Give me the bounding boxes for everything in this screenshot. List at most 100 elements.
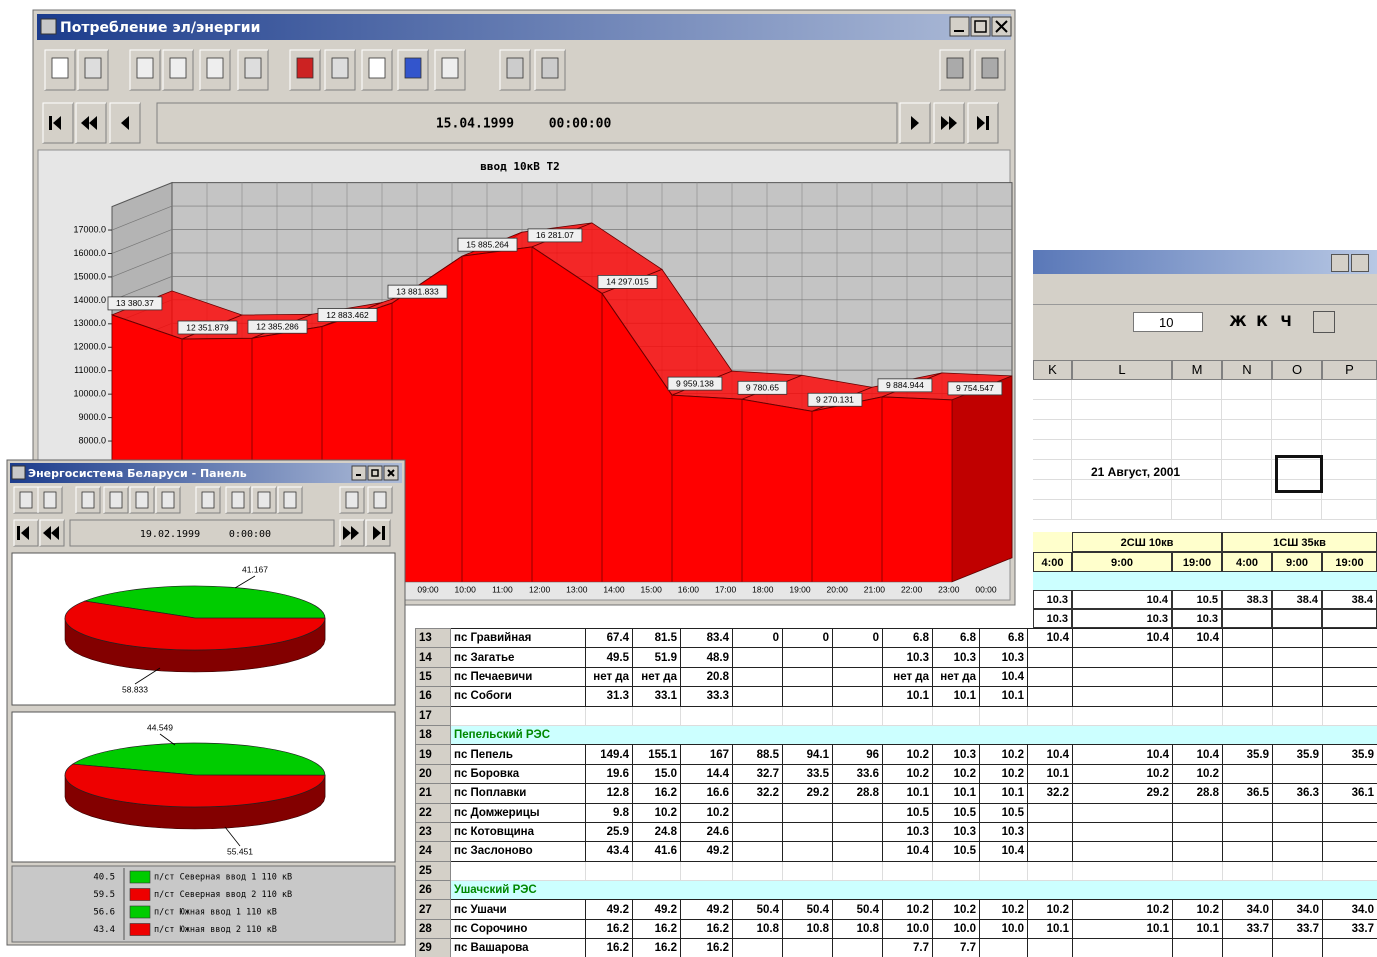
legend-label: п/ст Южная ввод 2 110 кВ xyxy=(154,925,277,935)
area-end xyxy=(952,376,1012,582)
button-icon xyxy=(284,492,296,508)
legend-swatch xyxy=(130,924,150,936)
y-tick-label: 17000.0 xyxy=(73,224,106,234)
button-icon xyxy=(245,58,261,78)
legend-value: 56.6 xyxy=(93,908,115,918)
data-label: 12 883.462 xyxy=(326,310,369,320)
window-button[interactable] xyxy=(950,17,969,36)
legend-swatch xyxy=(130,906,150,918)
floor-label: 22:00 xyxy=(901,584,923,594)
data-label: 14 297.015 xyxy=(606,277,649,287)
button-icon xyxy=(369,58,385,78)
y-tick-label: 16000.0 xyxy=(73,248,106,258)
date-text: 15.04.1999 xyxy=(436,117,514,132)
window-title: Потребление эл/энергии xyxy=(60,20,260,36)
slice-label: 55.451 xyxy=(227,846,253,856)
data-label: 9 754.547 xyxy=(956,383,994,393)
button-icon xyxy=(52,58,68,78)
legend-value: 40.5 xyxy=(93,873,115,883)
floor-label: 20:00 xyxy=(827,584,849,594)
data-label: 9 959.138 xyxy=(676,378,714,388)
button-icon xyxy=(232,492,244,508)
button-icon xyxy=(346,492,358,508)
floor-label: 11:00 xyxy=(492,584,513,594)
date-panel xyxy=(70,520,334,546)
data-label: 13 881.833 xyxy=(396,286,439,296)
legend-label: п/ст Южная ввод 1 110 кВ xyxy=(154,908,277,918)
button-icon xyxy=(258,492,270,508)
time-text: 0:00:00 xyxy=(229,529,271,540)
button-icon xyxy=(44,492,56,508)
floor-label: 16:00 xyxy=(678,584,700,594)
window-button[interactable] xyxy=(368,466,382,480)
button-icon xyxy=(207,58,223,78)
button-icon xyxy=(542,58,558,78)
y-tick-label: 10000.0 xyxy=(73,389,106,399)
data-label: 16 281.07 xyxy=(536,230,574,240)
legend-value: 43.4 xyxy=(93,925,115,935)
button-icon xyxy=(442,58,458,78)
button-icon xyxy=(170,58,186,78)
slice-label: 41.167 xyxy=(242,564,268,574)
nav-glyph xyxy=(17,526,20,540)
y-tick-label: 12000.0 xyxy=(73,342,106,352)
floor-label: 12:00 xyxy=(529,584,551,594)
window-button[interactable] xyxy=(971,17,990,36)
window-icon xyxy=(12,466,25,479)
time-text: 00:00:00 xyxy=(549,117,612,132)
button-icon xyxy=(110,492,122,508)
y-tick-label: 9000.0 xyxy=(78,412,106,422)
button-icon xyxy=(82,492,94,508)
data-label: 9 884.944 xyxy=(886,380,924,390)
floor-label: 14:00 xyxy=(603,584,625,594)
button-icon xyxy=(332,58,348,78)
floor-label: 17:00 xyxy=(715,584,737,594)
button-icon xyxy=(136,492,148,508)
data-label: 9 780.65 xyxy=(746,383,779,393)
button-icon xyxy=(85,58,101,78)
date-panel xyxy=(157,103,897,143)
window-button[interactable] xyxy=(352,466,366,480)
page: 10ЖКЧKLMNOP21 Август, 20012СШ 10кв1СШ 35… xyxy=(0,0,1377,957)
date-text: 19.02.1999 xyxy=(140,529,200,540)
floor-label: 21:00 xyxy=(864,584,886,594)
slice-label: 44.549 xyxy=(147,722,173,732)
floor-label: 18:00 xyxy=(752,584,774,594)
floor-label: 13:00 xyxy=(566,584,588,594)
button-icon xyxy=(374,492,386,508)
button-icon xyxy=(202,492,214,508)
data-label: 12 351.879 xyxy=(186,322,229,332)
nav-glyph xyxy=(382,526,385,540)
legend-swatch xyxy=(130,889,150,901)
slice-label: 58.833 xyxy=(122,684,148,694)
floor-label: 10:00 xyxy=(455,584,477,594)
floor-label: 19:00 xyxy=(789,584,811,594)
legend-value: 59.5 xyxy=(93,890,115,900)
legend-label: п/ст Северная ввод 2 110 кВ xyxy=(154,890,292,900)
data-label: 15 885.264 xyxy=(466,239,509,249)
y-tick-label: 8000.0 xyxy=(78,435,106,445)
window-title: Энергосистема Беларуси - Панель xyxy=(28,467,247,480)
scene: Потребление эл/энергии 15.04.1999 00:00:00… xyxy=(0,0,1377,957)
data-label: 13 380.37 xyxy=(116,298,154,308)
nav-glyph xyxy=(49,116,52,130)
button-icon xyxy=(507,58,523,78)
button-icon xyxy=(20,492,32,508)
floor-label: 00:00 xyxy=(975,584,997,594)
floor-label: 23:00 xyxy=(938,584,960,594)
y-tick-label: 11000.0 xyxy=(74,365,106,375)
data-label: 12 385.286 xyxy=(256,321,299,331)
button-icon xyxy=(982,58,998,78)
data-label: 9 270.131 xyxy=(816,395,854,405)
y-tick-label: 14000.0 xyxy=(73,295,106,305)
y-tick-label: 13000.0 xyxy=(73,318,106,328)
legend-label: п/ст Северная ввод 1 110 кВ xyxy=(154,873,292,883)
nav-glyph xyxy=(986,116,989,130)
floor-label: 09:00 xyxy=(417,584,439,594)
button-icon xyxy=(947,58,963,78)
button-icon xyxy=(405,58,421,78)
floor-label: 15:00 xyxy=(641,584,663,594)
legend-swatch xyxy=(130,871,150,883)
button-icon xyxy=(137,58,153,78)
window-icon xyxy=(41,19,56,34)
